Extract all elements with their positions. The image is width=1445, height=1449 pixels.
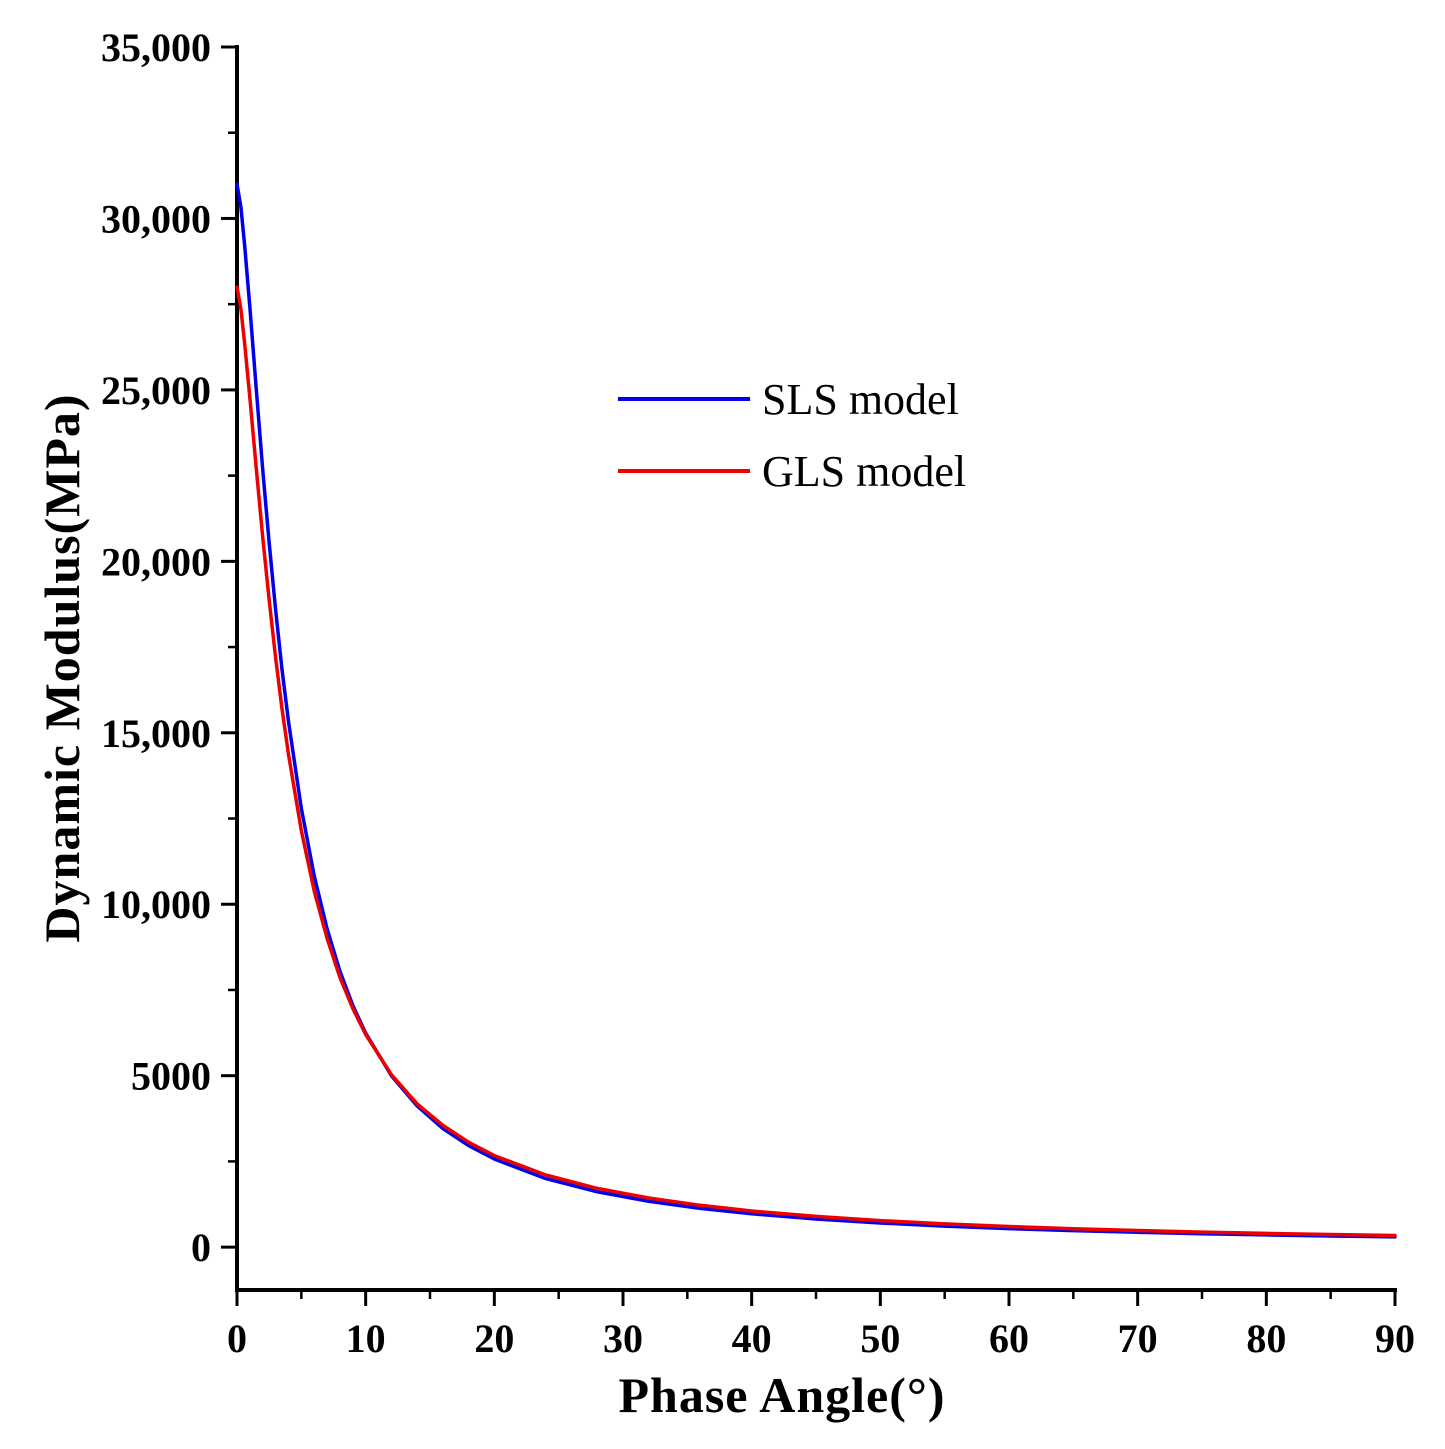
x-tick-label: 70 <box>1118 1316 1158 1361</box>
x-tick-label: 30 <box>603 1316 643 1361</box>
x-tick-label: 50 <box>860 1316 900 1361</box>
y-tick-label: 10,000 <box>101 882 211 927</box>
y-tick-label: 15,000 <box>101 711 211 756</box>
x-tick-label: 90 <box>1375 1316 1415 1361</box>
x-axis-title: Phase Angle(°) <box>618 1367 946 1423</box>
legend-item-gls: GLS model <box>618 446 966 496</box>
legend-label-sls: SLS model <box>762 374 959 424</box>
y-axis-title: Dynamic Modulus(MPa) <box>34 393 90 943</box>
legend-item-sls: SLS model <box>618 374 966 424</box>
y-tick-label: 20,000 <box>101 539 211 584</box>
sls-line-swatch <box>618 397 750 401</box>
y-tick-label: 35,000 <box>101 25 211 70</box>
x-tick-label: 80 <box>1246 1316 1286 1361</box>
y-tick-label: 30,000 <box>101 196 211 241</box>
legend: SLS model GLS model <box>618 374 966 496</box>
axes-frame <box>235 45 1397 1292</box>
y-tick-label: 0 <box>191 1225 211 1270</box>
y-tick-label: 25,000 <box>101 368 211 413</box>
x-tick-label: 20 <box>474 1316 514 1361</box>
x-tick-label: 10 <box>346 1316 386 1361</box>
curve-gls-model <box>235 285 1397 1238</box>
curve-sls-model <box>235 182 1397 1239</box>
x-tick-label: 40 <box>732 1316 772 1361</box>
y-tick-label: 5000 <box>131 1054 211 1099</box>
x-tick-label: 0 <box>227 1316 247 1361</box>
gls-line-swatch <box>618 469 750 473</box>
x-tick-label: 60 <box>989 1316 1029 1361</box>
legend-label-gls: GLS model <box>762 446 967 496</box>
